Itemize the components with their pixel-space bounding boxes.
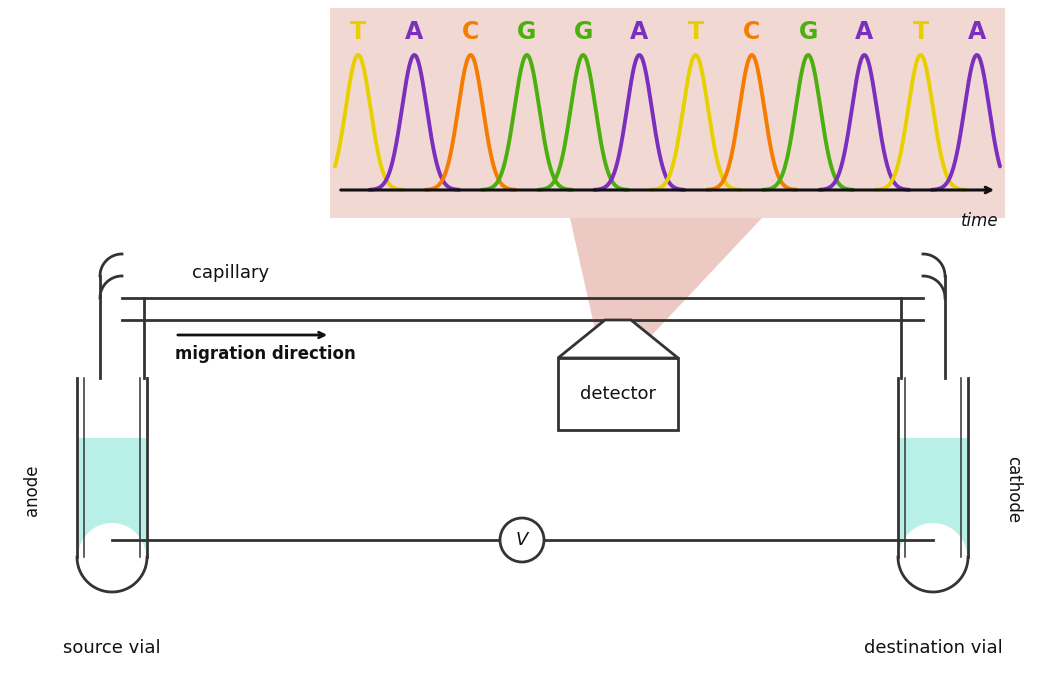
Text: detector: detector	[580, 385, 656, 403]
Polygon shape	[558, 358, 678, 430]
Text: source vial: source vial	[63, 639, 161, 657]
Polygon shape	[330, 8, 1005, 218]
Text: T: T	[688, 20, 703, 44]
Text: cathode: cathode	[1004, 457, 1022, 524]
Text: A: A	[630, 20, 649, 44]
Text: A: A	[968, 20, 986, 44]
Text: T: T	[912, 20, 929, 44]
Text: A: A	[855, 20, 874, 44]
Text: G: G	[517, 20, 536, 44]
Polygon shape	[570, 218, 762, 352]
Text: V: V	[516, 531, 528, 549]
Text: anode: anode	[23, 464, 41, 515]
Text: destination vial: destination vial	[863, 639, 1002, 657]
Text: A: A	[405, 20, 423, 44]
Text: T: T	[350, 20, 366, 44]
Text: G: G	[798, 20, 818, 44]
Text: capillary: capillary	[192, 264, 270, 282]
Text: time: time	[961, 212, 999, 230]
Polygon shape	[899, 438, 967, 557]
Polygon shape	[78, 438, 146, 557]
Circle shape	[500, 518, 544, 562]
Text: migration direction: migration direction	[175, 345, 355, 363]
Text: C: C	[743, 20, 761, 44]
Polygon shape	[558, 320, 678, 358]
Text: G: G	[574, 20, 593, 44]
Text: C: C	[462, 20, 480, 44]
